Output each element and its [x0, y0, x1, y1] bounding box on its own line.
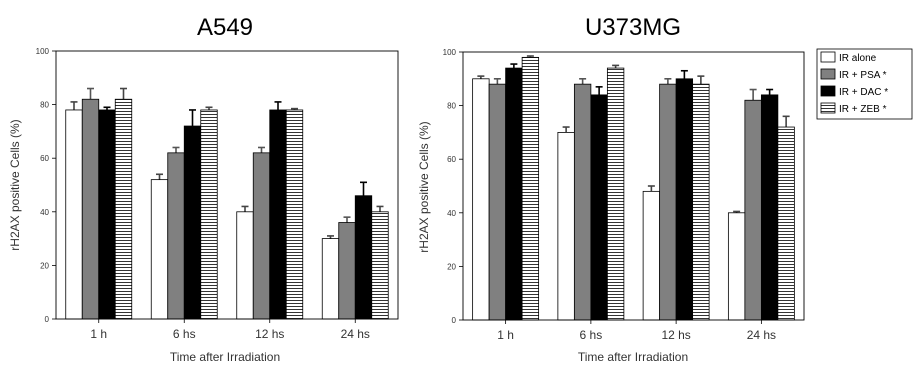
y-tick-label: 60 — [40, 154, 49, 163]
y-tick-label: 100 — [443, 48, 457, 57]
bar — [659, 83, 677, 321]
bar — [252, 152, 271, 320]
legend-item: IR + ZEB * — [820, 102, 887, 115]
bar — [354, 195, 373, 320]
bar — [321, 238, 340, 320]
bar — [338, 222, 356, 320]
bar — [573, 83, 592, 321]
bar — [285, 109, 304, 320]
y-tick-label: 0 — [452, 316, 457, 325]
x-tick-label: 1 h — [497, 328, 514, 342]
y-axis-label: rH2AX positive Cells (%) — [417, 121, 431, 252]
legend: IR alone IR + PSA * IR + DAC * IR + ZEB … — [816, 48, 913, 120]
x-tick-label: 6 hs — [173, 327, 196, 341]
bar — [521, 56, 540, 321]
bar — [200, 109, 218, 320]
bar — [150, 179, 169, 320]
legend-label: IR + DAC * — [839, 87, 888, 98]
legend-label: IR + ZEB * — [839, 104, 887, 115]
y-tick-label: 80 — [40, 101, 49, 110]
bar — [505, 67, 523, 321]
bar — [183, 125, 202, 320]
bar — [488, 83, 507, 321]
chart-title: U373MG — [585, 14, 681, 41]
chart-panel-u373mg: U373MG rH2AX positive Cells (%) Time aft… — [417, 14, 805, 364]
plot-area: 0 20 40 60 80 100 1 h 6 hs 12 hs 24 hs — [443, 48, 805, 342]
chart-title: A549 — [197, 14, 253, 41]
y-tick-label: 40 — [40, 208, 49, 217]
x-tick-label: 12 hs — [661, 328, 690, 342]
x-tick-label: 1 h — [90, 327, 107, 341]
y-tick-label: 40 — [447, 209, 456, 218]
legend-swatch — [820, 85, 836, 97]
legend-item: IR + DAC * — [820, 85, 888, 98]
bar — [744, 99, 762, 321]
bar — [777, 126, 795, 321]
y-tick-label: 80 — [447, 102, 456, 111]
bar — [114, 98, 133, 320]
bar — [642, 190, 661, 321]
legend-swatch — [820, 51, 836, 63]
plot-frame — [55, 50, 399, 320]
bar — [472, 78, 490, 321]
bar — [98, 109, 116, 320]
legend-item: IR alone — [820, 51, 877, 64]
plot-area: 0 20 40 60 80 100 1 h 6 hs 12 hs 24 hs — [36, 47, 399, 341]
x-axis-label: Time after Irradiation — [170, 350, 280, 364]
plot-frame — [462, 51, 805, 321]
y-tick-label: 20 — [447, 262, 456, 271]
bar — [590, 94, 608, 321]
bar — [727, 212, 746, 321]
x-tick-label: 24 hs — [747, 328, 776, 342]
bar — [760, 94, 779, 321]
x-axis-label: Time after Irradiation — [578, 350, 688, 364]
x-tick-label: 24 hs — [341, 327, 370, 341]
bar — [236, 211, 254, 320]
y-tick-label: 20 — [40, 261, 49, 270]
bar — [81, 98, 100, 320]
legend-label: IR alone — [839, 53, 877, 64]
legend-label: IR + PSA * — [839, 70, 887, 81]
y-tick-label: 60 — [447, 155, 456, 164]
bar — [269, 109, 287, 320]
chart-panel-a549: A549 rH2AX positive Cells (%) Time after… — [8, 14, 399, 364]
legend-item: IR + PSA * — [820, 68, 887, 81]
bar — [692, 83, 710, 321]
legend-swatch — [820, 102, 836, 114]
legend-swatch — [820, 68, 836, 80]
y-tick-label: 0 — [45, 315, 50, 324]
bar — [65, 109, 83, 320]
bar — [371, 211, 389, 320]
bar — [167, 152, 185, 320]
x-tick-label: 12 hs — [255, 327, 284, 341]
x-tick-label: 6 hs — [580, 328, 603, 342]
bar — [675, 78, 694, 321]
y-tick-label: 100 — [36, 47, 50, 56]
bar — [557, 131, 575, 321]
bar — [606, 67, 625, 321]
y-axis-label: rH2AX positive Cells (%) — [8, 119, 22, 250]
